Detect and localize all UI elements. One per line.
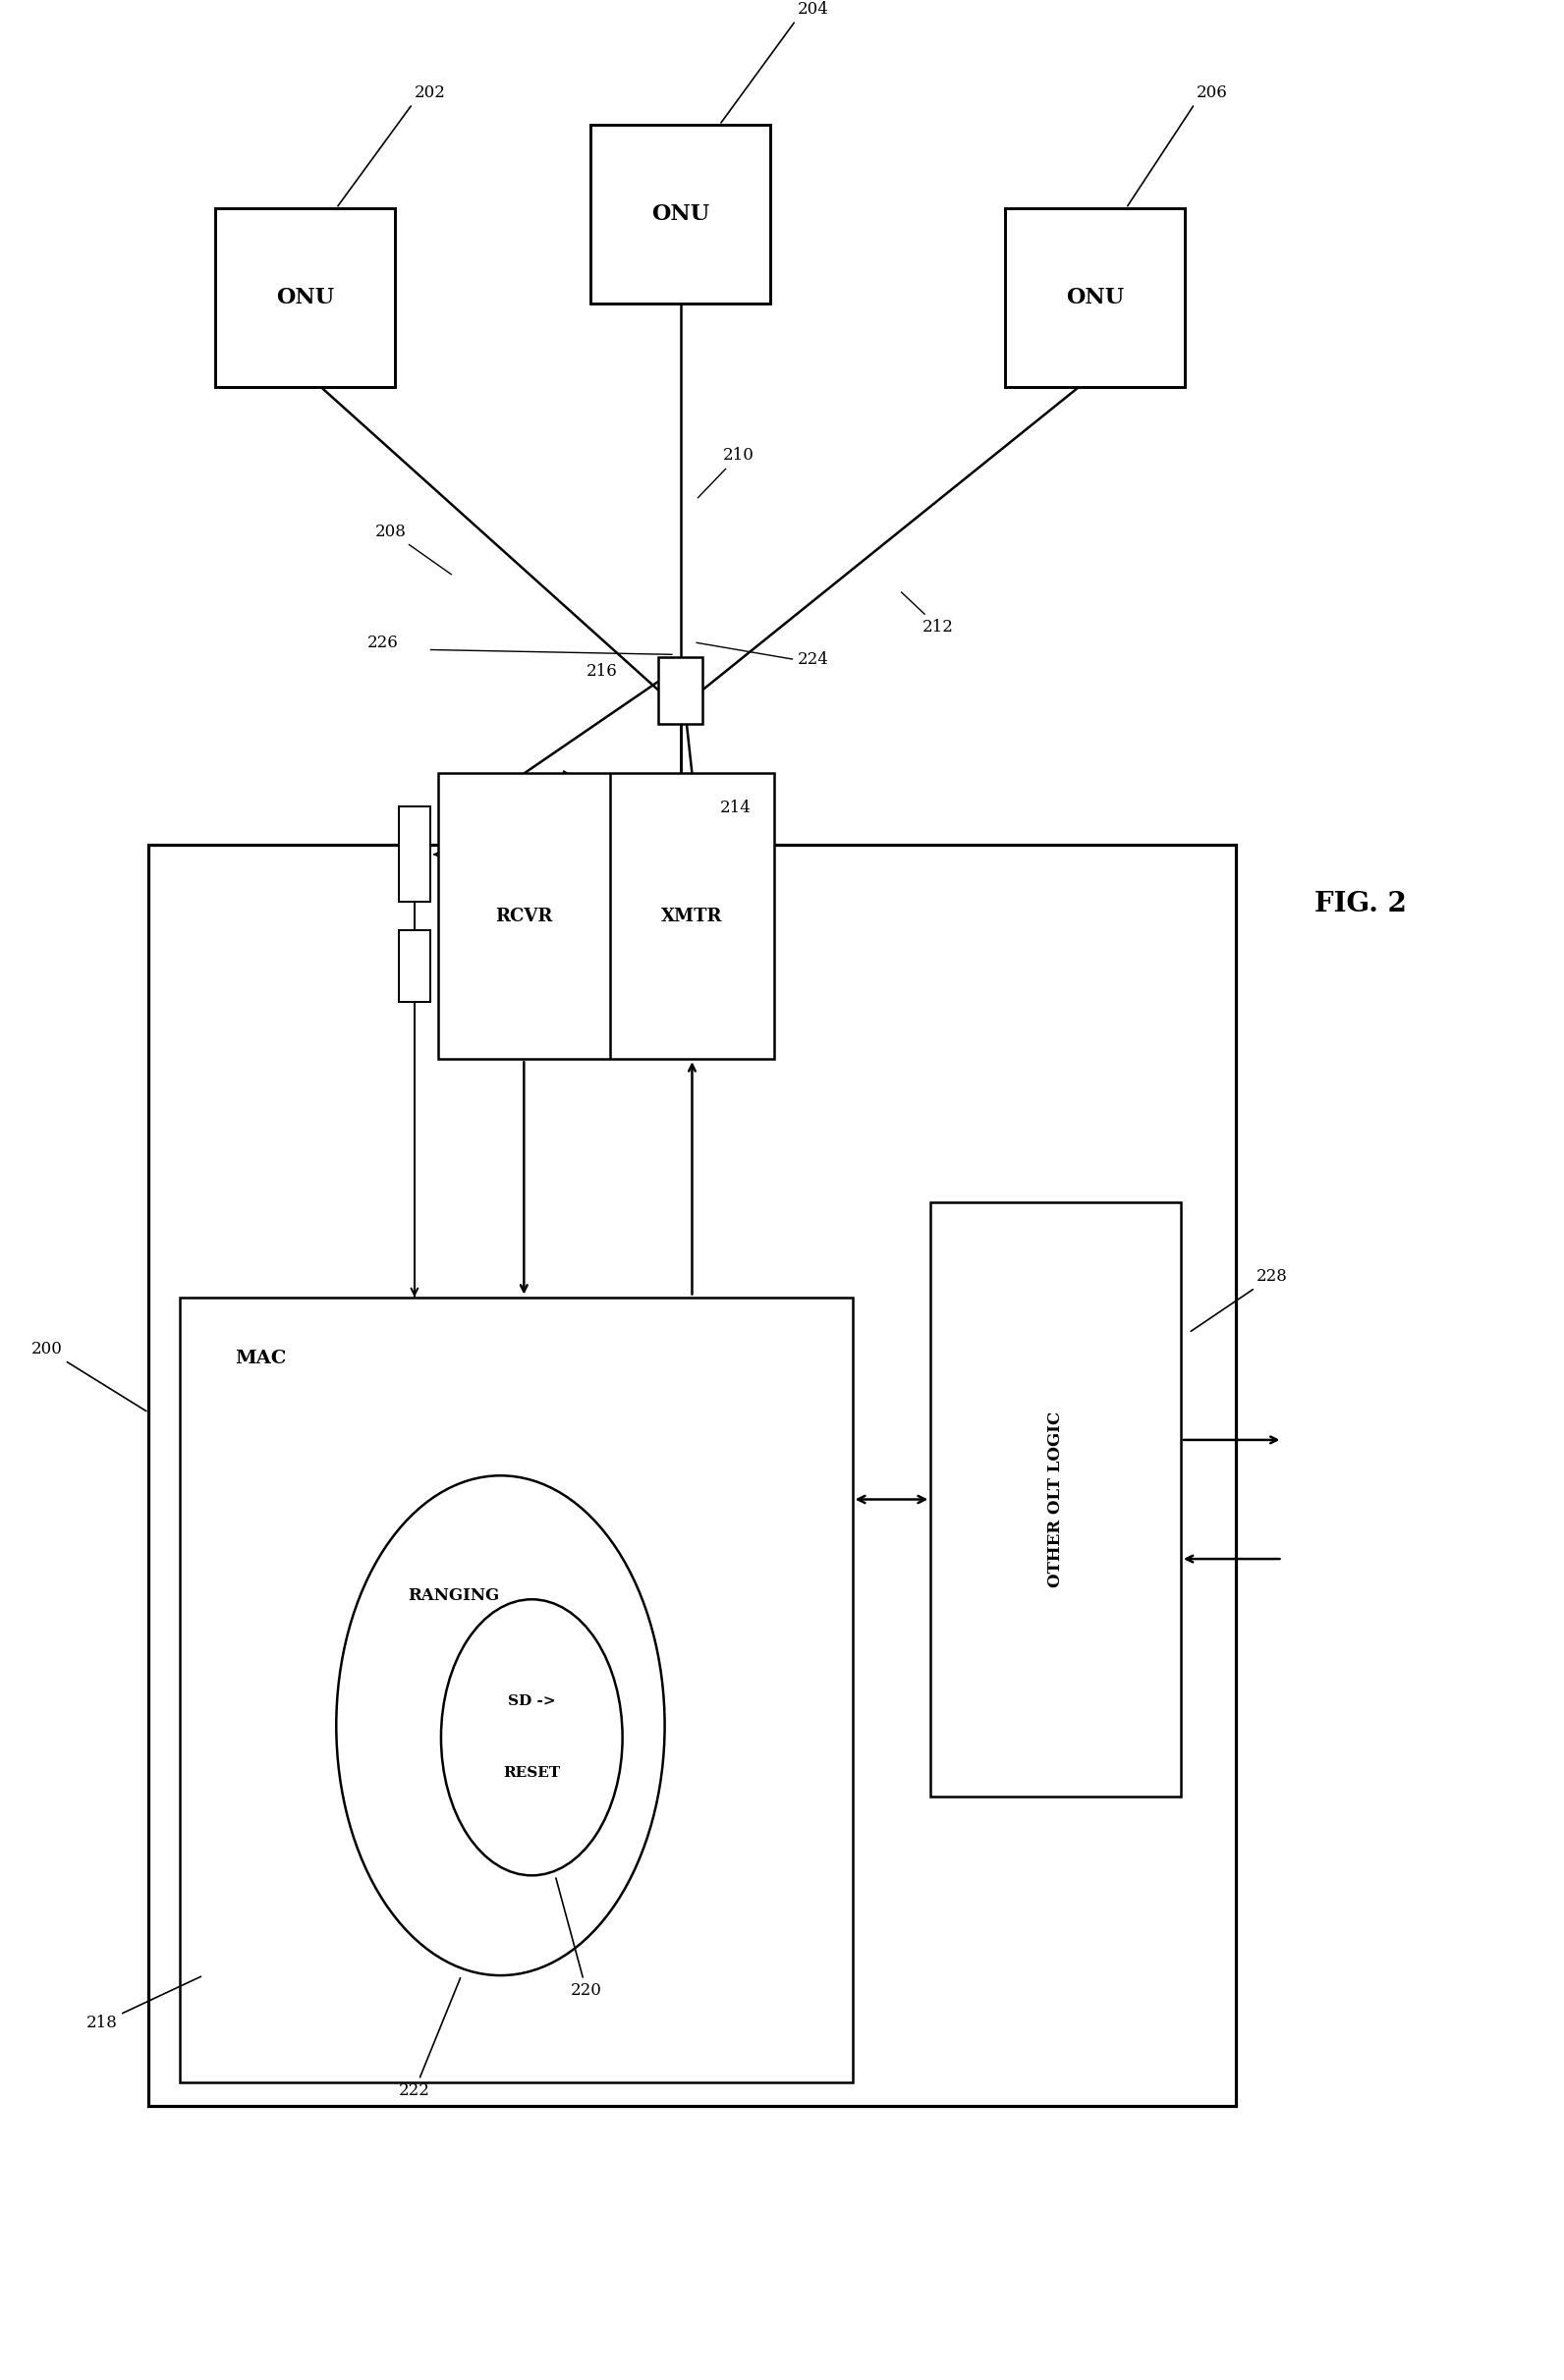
Text: RANGING: RANGING	[408, 1587, 499, 1604]
Text: 228: 228	[1190, 1269, 1287, 1330]
Text: SD ->: SD ->	[508, 1695, 555, 1709]
Text: FIG. 2: FIG. 2	[1315, 890, 1406, 919]
Bar	[658, 657, 702, 724]
Bar	[438, 774, 774, 1059]
Bar	[931, 1202, 1181, 1797]
Text: ONU: ONU	[1065, 286, 1125, 309]
Text: 208: 208	[375, 524, 452, 574]
Text: MAC: MAC	[235, 1349, 286, 1366]
Text: RESET: RESET	[504, 1766, 560, 1780]
Text: 218: 218	[86, 1975, 200, 2033]
Bar	[591, 124, 769, 302]
Text: RCVR: RCVR	[496, 907, 552, 926]
Text: 210: 210	[698, 447, 754, 497]
Bar	[399, 807, 430, 902]
Text: 220: 220	[555, 1878, 602, 1999]
Bar	[180, 1297, 852, 2082]
Text: 204: 204	[721, 0, 829, 124]
Text: 200: 200	[31, 1340, 147, 1411]
Bar	[1004, 209, 1186, 386]
Text: 226: 226	[368, 633, 399, 652]
Text: ONU: ONU	[275, 286, 335, 309]
Text: 222: 222	[399, 1978, 460, 2099]
Text: 212: 212	[901, 593, 954, 635]
Text: 214: 214	[719, 800, 751, 816]
Text: 202: 202	[338, 83, 446, 207]
Text: 216: 216	[586, 662, 618, 681]
Bar	[216, 209, 394, 386]
Bar	[149, 845, 1236, 2106]
Text: ONU: ONU	[651, 202, 710, 226]
Text: 206: 206	[1128, 83, 1228, 207]
Text: OTHER OLT LOGIC: OTHER OLT LOGIC	[1048, 1411, 1064, 1587]
Text: 224: 224	[798, 650, 829, 669]
Text: XMTR: XMTR	[662, 907, 723, 926]
Bar	[399, 931, 430, 1002]
